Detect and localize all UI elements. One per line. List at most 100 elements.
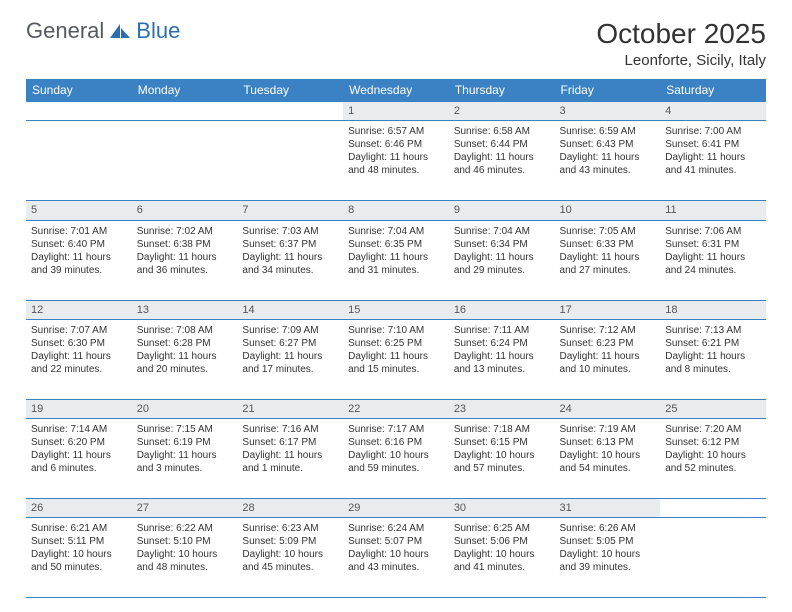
day-number: 21 [237,399,343,418]
header: General Blue October 2025 Leonforte, Sic… [26,18,766,69]
day-header-friday: Friday [555,79,661,102]
day-number [132,102,238,121]
day-number: 12 [26,300,132,319]
day-cell-text: Sunrise: 7:16 AMSunset: 6:17 PMDaylight:… [242,423,338,475]
day-cell: Sunrise: 6:58 AMSunset: 6:44 PMDaylight:… [449,121,555,201]
day-cell-text: Sunrise: 7:14 AMSunset: 6:20 PMDaylight:… [31,423,127,475]
day-cell-text: Sunrise: 7:19 AMSunset: 6:13 PMDaylight:… [560,423,656,475]
day-number: 5 [26,201,132,220]
day-cell-text: Sunrise: 7:09 AMSunset: 6:27 PMDaylight:… [242,324,338,376]
day-number: 29 [343,499,449,518]
day-cell: Sunrise: 7:04 AMSunset: 6:35 PMDaylight:… [343,220,449,300]
day-number: 26 [26,499,132,518]
day-cell-text: Sunrise: 7:07 AMSunset: 6:30 PMDaylight:… [31,324,127,376]
day-cell-text: Sunrise: 6:24 AMSunset: 5:07 PMDaylight:… [348,522,444,574]
day-cell [660,518,766,598]
day-number: 19 [26,399,132,418]
day-cell-text: Sunrise: 7:10 AMSunset: 6:25 PMDaylight:… [348,324,444,376]
day-header-sunday: Sunday [26,79,132,102]
day-cell: Sunrise: 7:20 AMSunset: 6:12 PMDaylight:… [660,419,766,499]
day-header-tuesday: Tuesday [237,79,343,102]
day-cell-text: Sunrise: 7:11 AMSunset: 6:24 PMDaylight:… [454,324,550,376]
day-cell-text: Sunrise: 7:01 AMSunset: 6:40 PMDaylight:… [31,225,127,277]
day-cell: Sunrise: 7:15 AMSunset: 6:19 PMDaylight:… [132,419,238,499]
day-cell: Sunrise: 7:18 AMSunset: 6:15 PMDaylight:… [449,419,555,499]
day-cell-text: Sunrise: 7:08 AMSunset: 6:28 PMDaylight:… [137,324,233,376]
day-cell: Sunrise: 7:01 AMSunset: 6:40 PMDaylight:… [26,220,132,300]
calendar-body: 12 34 Sunrise: 6:57 AMSunset: 6:46 PMDayli… [26,102,766,598]
day-cell: Sunrise: 7:05 AMSunset: 6:33 PMDaylight:… [555,220,661,300]
day-number [237,102,343,121]
day-cell: Sunrise: 7:07 AMSunset: 6:30 PMDaylight:… [26,319,132,399]
day-header-saturday: Saturday [660,79,766,102]
day-cell-text: Sunrise: 7:05 AMSunset: 6:33 PMDaylight:… [560,225,656,277]
daynum-row: 262728293031 [26,499,766,518]
day-cell: Sunrise: 7:06 AMSunset: 6:31 PMDaylight:… [660,220,766,300]
day-number: 6 [132,201,238,220]
logo-text-blue: Blue [136,18,180,44]
day-cell: Sunrise: 6:26 AMSunset: 5:05 PMDaylight:… [555,518,661,598]
day-cell: Sunrise: 6:57 AMSunset: 6:46 PMDaylight:… [343,121,449,201]
day-cell-text: Sunrise: 7:02 AMSunset: 6:38 PMDaylight:… [137,225,233,277]
day-cell-text: Sunrise: 6:22 AMSunset: 5:10 PMDaylight:… [137,522,233,574]
day-cell: Sunrise: 6:22 AMSunset: 5:10 PMDaylight:… [132,518,238,598]
day-cell-text: Sunrise: 7:04 AMSunset: 6:34 PMDaylight:… [454,225,550,277]
day-cell: Sunrise: 7:03 AMSunset: 6:37 PMDaylight:… [237,220,343,300]
day-number: 10 [555,201,661,220]
week-row: Sunrise: 7:14 AMSunset: 6:20 PMDaylight:… [26,419,766,499]
day-number: 28 [237,499,343,518]
day-cell-text: Sunrise: 6:57 AMSunset: 6:46 PMDaylight:… [348,125,444,177]
week-row: Sunrise: 7:01 AMSunset: 6:40 PMDaylight:… [26,220,766,300]
day-header-thursday: Thursday [449,79,555,102]
day-cell-text: Sunrise: 7:15 AMSunset: 6:19 PMDaylight:… [137,423,233,475]
day-number: 8 [343,201,449,220]
day-number: 4 [660,102,766,121]
day-number: 30 [449,499,555,518]
day-number: 13 [132,300,238,319]
day-cell: Sunrise: 7:17 AMSunset: 6:16 PMDaylight:… [343,419,449,499]
day-cell: Sunrise: 7:11 AMSunset: 6:24 PMDaylight:… [449,319,555,399]
day-number: 14 [237,300,343,319]
day-cell: Sunrise: 7:02 AMSunset: 6:38 PMDaylight:… [132,220,238,300]
calendar-head: SundayMondayTuesdayWednesdayThursdayFrid… [26,79,766,102]
day-cell: Sunrise: 7:04 AMSunset: 6:34 PMDaylight:… [449,220,555,300]
sail-icon [108,22,132,40]
month-title: October 2025 [596,18,766,50]
day-number: 31 [555,499,661,518]
day-cell [26,121,132,201]
day-number: 17 [555,300,661,319]
day-cell: Sunrise: 7:14 AMSunset: 6:20 PMDaylight:… [26,419,132,499]
day-cell: Sunrise: 7:08 AMSunset: 6:28 PMDaylight:… [132,319,238,399]
day-header-wednesday: Wednesday [343,79,449,102]
daynum-row: 19202122232425 [26,399,766,418]
day-number [26,102,132,121]
day-number: 3 [555,102,661,121]
day-cell-text: Sunrise: 6:59 AMSunset: 6:43 PMDaylight:… [560,125,656,177]
location-subtitle: Leonforte, Sicily, Italy [596,52,766,69]
day-header-monday: Monday [132,79,238,102]
day-cell-text: Sunrise: 7:06 AMSunset: 6:31 PMDaylight:… [665,225,761,277]
day-cell: Sunrise: 7:12 AMSunset: 6:23 PMDaylight:… [555,319,661,399]
calendar-table: SundayMondayTuesdayWednesdayThursdayFrid… [26,79,766,598]
day-cell: Sunrise: 7:13 AMSunset: 6:21 PMDaylight:… [660,319,766,399]
day-cell-text: Sunrise: 7:04 AMSunset: 6:35 PMDaylight:… [348,225,444,277]
day-cell-text: Sunrise: 7:18 AMSunset: 6:15 PMDaylight:… [454,423,550,475]
day-number: 20 [132,399,238,418]
day-cell: Sunrise: 7:00 AMSunset: 6:41 PMDaylight:… [660,121,766,201]
day-cell [132,121,238,201]
day-cell: Sunrise: 7:19 AMSunset: 6:13 PMDaylight:… [555,419,661,499]
day-number: 1 [343,102,449,121]
day-cell-text: Sunrise: 7:12 AMSunset: 6:23 PMDaylight:… [560,324,656,376]
day-cell-text: Sunrise: 7:17 AMSunset: 6:16 PMDaylight:… [348,423,444,475]
day-cell: Sunrise: 6:59 AMSunset: 6:43 PMDaylight:… [555,121,661,201]
daynum-row: 12131415161718 [26,300,766,319]
day-cell-text: Sunrise: 7:20 AMSunset: 6:12 PMDaylight:… [665,423,761,475]
day-cell: Sunrise: 7:10 AMSunset: 6:25 PMDaylight:… [343,319,449,399]
day-number [660,499,766,518]
week-row: Sunrise: 7:07 AMSunset: 6:30 PMDaylight:… [26,319,766,399]
day-cell: Sunrise: 6:23 AMSunset: 5:09 PMDaylight:… [237,518,343,598]
day-cell: Sunrise: 7:16 AMSunset: 6:17 PMDaylight:… [237,419,343,499]
daynum-row: 567891011 [26,201,766,220]
day-cell-text: Sunrise: 6:58 AMSunset: 6:44 PMDaylight:… [454,125,550,177]
day-number: 7 [237,201,343,220]
